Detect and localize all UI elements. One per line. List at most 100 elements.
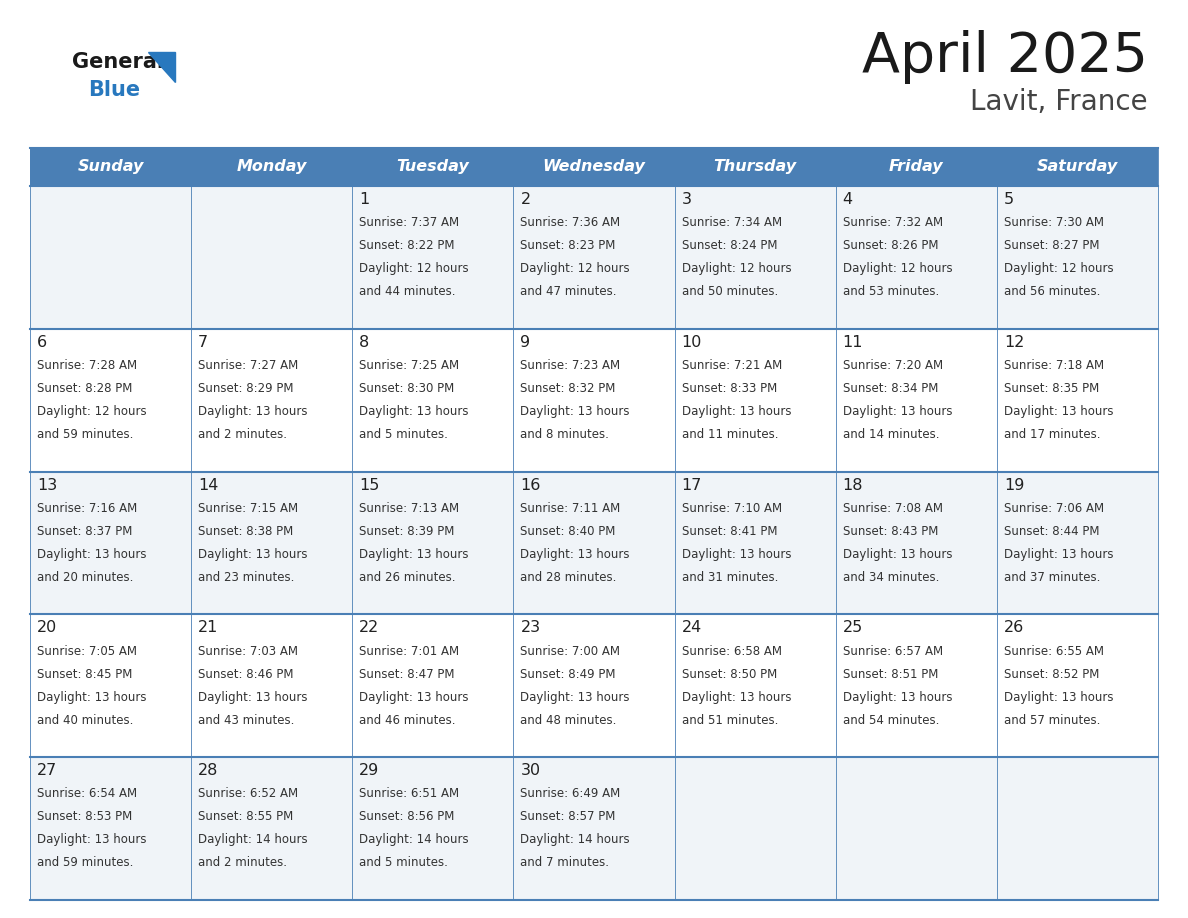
- Text: Daylight: 14 hours: Daylight: 14 hours: [198, 834, 308, 846]
- Text: 8: 8: [359, 335, 369, 350]
- Text: and 34 minutes.: and 34 minutes.: [842, 571, 939, 584]
- Text: 17: 17: [682, 477, 702, 493]
- Text: and 56 minutes.: and 56 minutes.: [1004, 285, 1100, 298]
- Text: 29: 29: [359, 763, 379, 778]
- Bar: [513, 148, 675, 186]
- Text: Sunset: 8:33 PM: Sunset: 8:33 PM: [682, 382, 777, 395]
- Text: Wednesday: Wednesday: [543, 160, 645, 174]
- Text: 27: 27: [37, 763, 57, 778]
- Text: Sunrise: 7:03 AM: Sunrise: 7:03 AM: [198, 644, 298, 657]
- Text: Daylight: 12 hours: Daylight: 12 hours: [359, 263, 469, 275]
- Text: Sunrise: 7:37 AM: Sunrise: 7:37 AM: [359, 216, 460, 230]
- Text: 15: 15: [359, 477, 380, 493]
- Text: Daylight: 13 hours: Daylight: 13 hours: [37, 690, 146, 704]
- Text: Daylight: 13 hours: Daylight: 13 hours: [520, 548, 630, 561]
- Text: Sunrise: 7:30 AM: Sunrise: 7:30 AM: [1004, 216, 1104, 230]
- Text: 16: 16: [520, 477, 541, 493]
- Text: Thursday: Thursday: [714, 160, 797, 174]
- Text: and 37 minutes.: and 37 minutes.: [1004, 571, 1100, 584]
- Text: Sunrise: 7:10 AM: Sunrise: 7:10 AM: [682, 502, 782, 515]
- Text: 14: 14: [198, 477, 219, 493]
- Text: Sunrise: 6:58 AM: Sunrise: 6:58 AM: [682, 644, 782, 657]
- Text: Daylight: 14 hours: Daylight: 14 hours: [520, 834, 630, 846]
- Text: and 44 minutes.: and 44 minutes.: [359, 285, 456, 298]
- Text: Daylight: 13 hours: Daylight: 13 hours: [359, 690, 469, 704]
- Text: Sunset: 8:24 PM: Sunset: 8:24 PM: [682, 240, 777, 252]
- Bar: [675, 148, 835, 186]
- Text: 11: 11: [842, 335, 864, 350]
- Polygon shape: [148, 52, 175, 82]
- Text: Sunrise: 7:01 AM: Sunrise: 7:01 AM: [359, 644, 460, 657]
- Text: 7: 7: [198, 335, 208, 350]
- Text: and 5 minutes.: and 5 minutes.: [359, 856, 448, 869]
- Text: Sunrise: 6:55 AM: Sunrise: 6:55 AM: [1004, 644, 1104, 657]
- Text: 9: 9: [520, 335, 531, 350]
- Text: Sunrise: 6:49 AM: Sunrise: 6:49 AM: [520, 788, 620, 800]
- Text: 3: 3: [682, 192, 691, 207]
- Text: and 51 minutes.: and 51 minutes.: [682, 713, 778, 727]
- Text: and 20 minutes.: and 20 minutes.: [37, 571, 133, 584]
- Text: Sunset: 8:53 PM: Sunset: 8:53 PM: [37, 811, 132, 823]
- Text: and 2 minutes.: and 2 minutes.: [198, 856, 287, 869]
- Text: Sunset: 8:49 PM: Sunset: 8:49 PM: [520, 667, 615, 680]
- Text: Daylight: 13 hours: Daylight: 13 hours: [198, 405, 308, 418]
- Text: Sunrise: 7:28 AM: Sunrise: 7:28 AM: [37, 359, 137, 372]
- Text: Sunrise: 7:16 AM: Sunrise: 7:16 AM: [37, 502, 138, 515]
- Text: Daylight: 13 hours: Daylight: 13 hours: [520, 690, 630, 704]
- Text: Daylight: 13 hours: Daylight: 13 hours: [682, 548, 791, 561]
- Text: and 31 minutes.: and 31 minutes.: [682, 571, 778, 584]
- Text: 30: 30: [520, 763, 541, 778]
- Text: Daylight: 13 hours: Daylight: 13 hours: [842, 690, 953, 704]
- Text: Daylight: 13 hours: Daylight: 13 hours: [682, 690, 791, 704]
- Text: Sunrise: 7:11 AM: Sunrise: 7:11 AM: [520, 502, 620, 515]
- Text: Sunset: 8:55 PM: Sunset: 8:55 PM: [198, 811, 293, 823]
- Text: Sunset: 8:51 PM: Sunset: 8:51 PM: [842, 667, 939, 680]
- Text: Sunset: 8:34 PM: Sunset: 8:34 PM: [842, 382, 939, 395]
- Text: Sunrise: 7:00 AM: Sunrise: 7:00 AM: [520, 644, 620, 657]
- Text: Sunrise: 6:57 AM: Sunrise: 6:57 AM: [842, 644, 943, 657]
- Bar: [191, 148, 353, 186]
- Text: Sunrise: 7:18 AM: Sunrise: 7:18 AM: [1004, 359, 1104, 372]
- Text: Daylight: 13 hours: Daylight: 13 hours: [1004, 548, 1113, 561]
- Text: Sunset: 8:40 PM: Sunset: 8:40 PM: [520, 525, 615, 538]
- Text: Daylight: 13 hours: Daylight: 13 hours: [520, 405, 630, 418]
- Text: 24: 24: [682, 621, 702, 635]
- Text: Sunset: 8:57 PM: Sunset: 8:57 PM: [520, 811, 615, 823]
- Text: Sunset: 8:30 PM: Sunset: 8:30 PM: [359, 382, 455, 395]
- Text: Sunrise: 7:15 AM: Sunrise: 7:15 AM: [198, 502, 298, 515]
- Text: Monday: Monday: [236, 160, 307, 174]
- Text: Daylight: 12 hours: Daylight: 12 hours: [842, 263, 953, 275]
- Bar: [30, 148, 191, 186]
- Text: Sunset: 8:38 PM: Sunset: 8:38 PM: [198, 525, 293, 538]
- Text: Friday: Friday: [889, 160, 943, 174]
- Text: and 5 minutes.: and 5 minutes.: [359, 428, 448, 441]
- Text: Sunrise: 7:23 AM: Sunrise: 7:23 AM: [520, 359, 620, 372]
- Text: and 40 minutes.: and 40 minutes.: [37, 713, 133, 727]
- Text: and 23 minutes.: and 23 minutes.: [198, 571, 295, 584]
- Text: Daylight: 12 hours: Daylight: 12 hours: [37, 405, 146, 418]
- Bar: [30, 472, 1158, 614]
- Text: 1: 1: [359, 192, 369, 207]
- Text: Sunday: Sunday: [77, 160, 144, 174]
- Text: 6: 6: [37, 335, 48, 350]
- Text: Sunset: 8:28 PM: Sunset: 8:28 PM: [37, 382, 132, 395]
- Text: 28: 28: [198, 763, 219, 778]
- Text: Sunset: 8:46 PM: Sunset: 8:46 PM: [198, 667, 293, 680]
- Text: and 46 minutes.: and 46 minutes.: [359, 713, 456, 727]
- Text: Daylight: 13 hours: Daylight: 13 hours: [37, 548, 146, 561]
- Text: Sunset: 8:45 PM: Sunset: 8:45 PM: [37, 667, 132, 680]
- Text: Sunrise: 7:34 AM: Sunrise: 7:34 AM: [682, 216, 782, 230]
- Text: Sunset: 8:44 PM: Sunset: 8:44 PM: [1004, 525, 1099, 538]
- Text: Daylight: 13 hours: Daylight: 13 hours: [359, 405, 469, 418]
- Text: Daylight: 12 hours: Daylight: 12 hours: [682, 263, 791, 275]
- Text: 26: 26: [1004, 621, 1024, 635]
- Text: Lavit, France: Lavit, France: [971, 88, 1148, 116]
- Bar: [353, 148, 513, 186]
- Text: Tuesday: Tuesday: [397, 160, 469, 174]
- Bar: [30, 186, 1158, 329]
- Text: and 47 minutes.: and 47 minutes.: [520, 285, 617, 298]
- Text: 23: 23: [520, 621, 541, 635]
- Text: Sunrise: 7:36 AM: Sunrise: 7:36 AM: [520, 216, 620, 230]
- Text: Daylight: 12 hours: Daylight: 12 hours: [1004, 263, 1113, 275]
- Text: 13: 13: [37, 477, 57, 493]
